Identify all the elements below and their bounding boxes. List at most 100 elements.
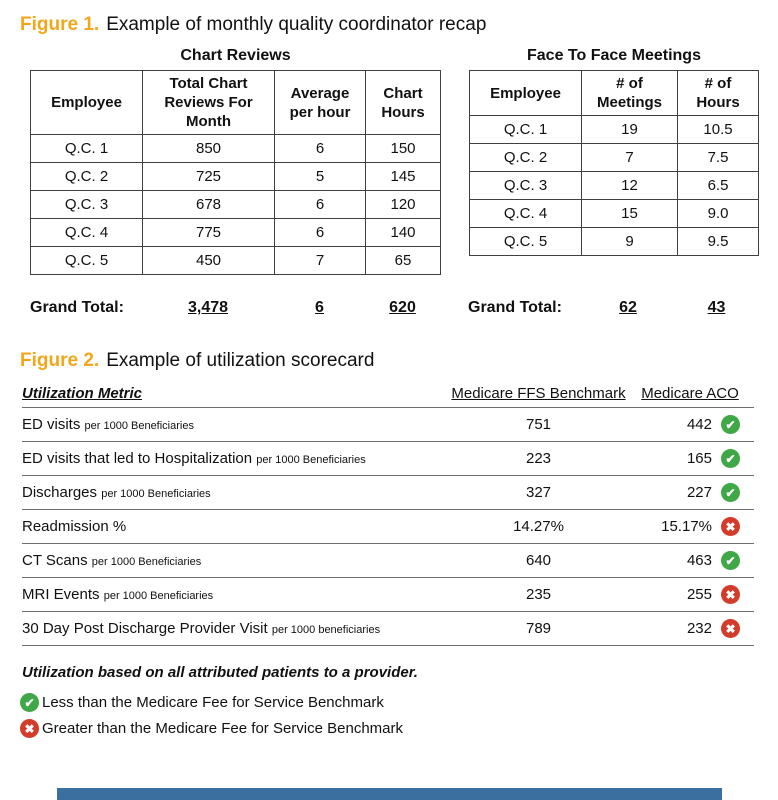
chart-reviews-title: Chart Reviews bbox=[180, 47, 291, 64]
scorecard-row: CT Scans per 1000 Beneficiaries 640 463 bbox=[22, 543, 754, 577]
cell-employee: Q.C. 4 bbox=[30, 218, 143, 247]
metric-suffix: per 1000 Beneficiaries bbox=[84, 420, 194, 432]
scorecard-row: ED visits that led to Hospitalization pe… bbox=[22, 441, 754, 475]
metric-cell: Readmission % bbox=[22, 518, 451, 535]
figure1-title: Example of monthly quality coordinator r… bbox=[106, 14, 487, 35]
grand-total-label: Grand Total: bbox=[30, 299, 124, 316]
col-header-employee: Employee bbox=[30, 70, 143, 135]
cell-hours: 7.5 bbox=[677, 143, 759, 172]
cell-meetings: 19 bbox=[581, 115, 678, 144]
cell-average: 5 bbox=[274, 162, 366, 191]
col-header-aco: Medicare ACO bbox=[641, 385, 739, 402]
scorecard-row: Readmission % 14.27% 15.17% bbox=[22, 509, 754, 543]
aco-value: 442 bbox=[686, 416, 712, 433]
cell-employee: Q.C. 4 bbox=[469, 199, 582, 228]
metric-name: 30 Day Post Discharge Provider Visit bbox=[22, 620, 268, 637]
grand-total-meetings: 62 bbox=[619, 299, 637, 316]
cell-meetings: 7 bbox=[581, 143, 678, 172]
aco-cell: 165 bbox=[626, 449, 754, 468]
check-icon bbox=[721, 449, 740, 468]
benchmark-value: 751 bbox=[525, 416, 552, 433]
col-header-metric: Utilization Metric bbox=[22, 385, 143, 402]
metric-suffix: per 1000 Beneficiaries bbox=[101, 488, 211, 500]
grand-total-row: Grand Total: 3,478 6 620 Grand Total: 62… bbox=[30, 299, 778, 317]
scorecard-row: 30 Day Post Discharge Provider Visit per… bbox=[22, 611, 754, 646]
legend-text: Greater than the Medicare Fee for Servic… bbox=[42, 720, 403, 737]
figure2-heading: Figure 2. Example of utilization scorecar… bbox=[0, 317, 778, 373]
aco-value: 255 bbox=[686, 586, 712, 603]
aco-cell: 463 bbox=[626, 551, 754, 570]
legend-item: Greater than the Medicare Fee for Servic… bbox=[20, 719, 778, 738]
metric-name: Discharges bbox=[22, 484, 98, 501]
table-row: Q.C. 5 450 7 65 bbox=[30, 246, 441, 275]
cell-hours: 10.5 bbox=[677, 115, 759, 144]
figure1-label: Figure 1. bbox=[20, 14, 100, 35]
table-row: Q.C. 2 725 5 145 bbox=[30, 162, 441, 191]
grand-total-reviews: 3,478 bbox=[187, 299, 229, 316]
grand-total-label: Grand Total: bbox=[468, 299, 562, 316]
x-icon bbox=[721, 517, 740, 536]
cell-hours: 140 bbox=[365, 218, 441, 247]
header-row: Employee # of Meetings # of Hours bbox=[469, 70, 759, 116]
check-icon bbox=[721, 483, 740, 502]
header-row: Employee Total Chart Reviews For Month A… bbox=[30, 70, 441, 135]
aco-value: 165 bbox=[686, 450, 712, 467]
cell-meetings: 15 bbox=[581, 199, 678, 228]
cell-meetings: 9 bbox=[581, 227, 678, 256]
utilization-scorecard: Utilization Metric Medicare FFS Benchmar… bbox=[22, 385, 754, 646]
aco-cell: 232 bbox=[626, 619, 754, 638]
cell-employee: Q.C. 5 bbox=[469, 227, 582, 256]
scorecard-legend: Less than the Medicare Fee for Service B… bbox=[20, 693, 778, 738]
metric-name: ED visits that led to Hospitalization bbox=[22, 450, 253, 467]
cell-employee: Q.C. 1 bbox=[30, 134, 143, 163]
grand-total-average: 6 bbox=[315, 299, 324, 316]
check-icon bbox=[721, 415, 740, 434]
cell-employee: Q.C. 2 bbox=[469, 143, 582, 172]
aco-cell: 255 bbox=[626, 585, 754, 604]
metric-suffix: per 1000 Beneficiaries bbox=[103, 590, 214, 602]
cell-total: 678 bbox=[142, 190, 275, 219]
figure1-tables: Chart Reviews Employee Total Chart Revie… bbox=[30, 47, 778, 275]
legend-text: Less than the Medicare Fee for Service B… bbox=[42, 694, 384, 711]
table-row: Q.C. 5 9 9.5 bbox=[469, 227, 759, 256]
x-icon bbox=[721, 585, 740, 604]
x-icon bbox=[20, 719, 39, 738]
aco-value: 227 bbox=[686, 484, 712, 501]
metric-suffix: per 1000 Beneficiaries bbox=[91, 556, 202, 568]
grand-total-hours: 620 bbox=[389, 299, 416, 316]
scorecard-row: Discharges per 1000 Beneficiaries 327 22… bbox=[22, 475, 754, 509]
cell-total: 775 bbox=[142, 218, 275, 247]
x-icon bbox=[721, 619, 740, 638]
table-row: Q.C. 4 15 9.0 bbox=[469, 199, 759, 228]
aco-cell: 227 bbox=[626, 483, 754, 502]
table-row: Q.C. 2 7 7.5 bbox=[469, 143, 759, 172]
table-row: Q.C. 4 775 6 140 bbox=[30, 218, 441, 247]
cell-hours: 145 bbox=[365, 162, 441, 191]
scorecard-row: MRI Events per 1000 Beneficiaries 235 25… bbox=[22, 577, 754, 611]
scorecard-row: ED visits per 1000 Beneficiaries 751 442 bbox=[22, 407, 754, 441]
benchmark-value: 327 bbox=[525, 484, 552, 501]
cell-total: 450 bbox=[142, 246, 275, 275]
metric-cell: CT Scans per 1000 Beneficiaries bbox=[22, 552, 451, 569]
meetings-title: Face To Face Meetings bbox=[527, 47, 701, 64]
metric-name: ED visits bbox=[22, 416, 81, 433]
table-row: Q.C. 3 12 6.5 bbox=[469, 171, 759, 200]
cell-meetings: 12 bbox=[581, 171, 678, 200]
cell-employee: Q.C. 2 bbox=[30, 162, 143, 191]
cell-total: 725 bbox=[142, 162, 275, 191]
col-header-hours: # of Hours bbox=[677, 70, 759, 116]
cell-average: 6 bbox=[274, 218, 366, 247]
cell-average: 6 bbox=[274, 190, 366, 219]
check-icon bbox=[721, 551, 740, 570]
metric-cell: ED visits per 1000 Beneficiaries bbox=[22, 416, 451, 433]
meetings-block: Face To Face Meetings Employee # of Meet… bbox=[469, 47, 759, 256]
metric-name: MRI Events bbox=[22, 586, 100, 603]
cell-hours: 9.5 bbox=[677, 227, 759, 256]
cell-hours: 9.0 bbox=[677, 199, 759, 228]
figure2-label: Figure 2. bbox=[20, 350, 100, 371]
metric-name: CT Scans bbox=[22, 552, 88, 569]
chart-reviews-block: Chart Reviews Employee Total Chart Revie… bbox=[30, 47, 441, 275]
cell-hours: 150 bbox=[365, 134, 441, 163]
benchmark-value: 235 bbox=[525, 586, 552, 603]
aco-value: 232 bbox=[686, 620, 712, 637]
